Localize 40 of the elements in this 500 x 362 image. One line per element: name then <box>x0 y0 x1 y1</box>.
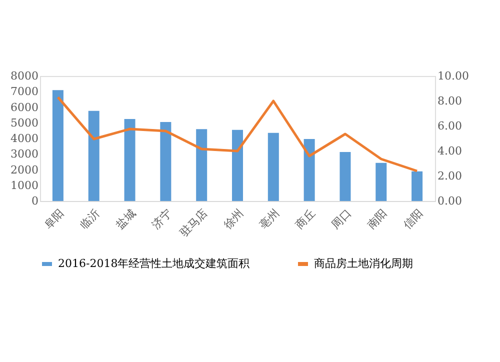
y-tick-label: 4000 <box>10 132 38 145</box>
x-tick-label: 亳州 <box>257 206 282 232</box>
bar <box>160 122 172 201</box>
x-tick-label: 商丘 <box>293 206 318 232</box>
line-series <box>56 96 418 172</box>
bar <box>268 132 279 201</box>
y-tick-label: 3000 <box>10 148 38 161</box>
y2-tick-label: 0.00 <box>438 194 462 208</box>
bar <box>124 118 136 201</box>
x-tick-label: 周口 <box>328 206 354 232</box>
y-tick-label: 8000 <box>10 70 38 82</box>
y-tick-label: 5000 <box>10 116 38 130</box>
x-tick-label: 徐州 <box>221 206 246 232</box>
bar <box>304 138 315 201</box>
y2-tick-label: 10.00 <box>438 70 469 82</box>
bar <box>88 110 100 201</box>
y2-tick-label: 4.00 <box>438 144 462 158</box>
bar <box>412 171 423 201</box>
bar <box>196 129 208 201</box>
bar <box>232 130 243 201</box>
legend-label: 2016-2018年经营性土地成交建筑面积 <box>58 257 250 270</box>
y-tick-label: 2000 <box>10 163 38 176</box>
x-tick-label: 阜阳 <box>42 206 66 232</box>
x-tick-label: 驻马店 <box>178 206 210 240</box>
legend-label: 商品房土地消化周期 <box>314 257 413 270</box>
y-tick-label: 0 <box>32 194 38 208</box>
x-tick-label: 盐城 <box>114 206 138 232</box>
y2-tick-label: 6.00 <box>438 120 462 132</box>
bar <box>52 90 64 201</box>
x-tick-label: 临沂 <box>78 206 102 232</box>
y2-tick-label: 2.00 <box>438 170 462 182</box>
bar <box>340 152 351 201</box>
y-tick-label: 1000 <box>10 178 38 192</box>
y-tick-label: 7000 <box>10 85 38 98</box>
x-tick-label: 信阳 <box>400 206 426 232</box>
x-tick-label: 南阳 <box>364 206 390 232</box>
x-tick-label: 济宁 <box>149 206 174 232</box>
y-tick-label: 6000 <box>10 100 38 114</box>
y2-tick-label: 8.00 <box>438 94 462 108</box>
bar <box>376 162 387 201</box>
